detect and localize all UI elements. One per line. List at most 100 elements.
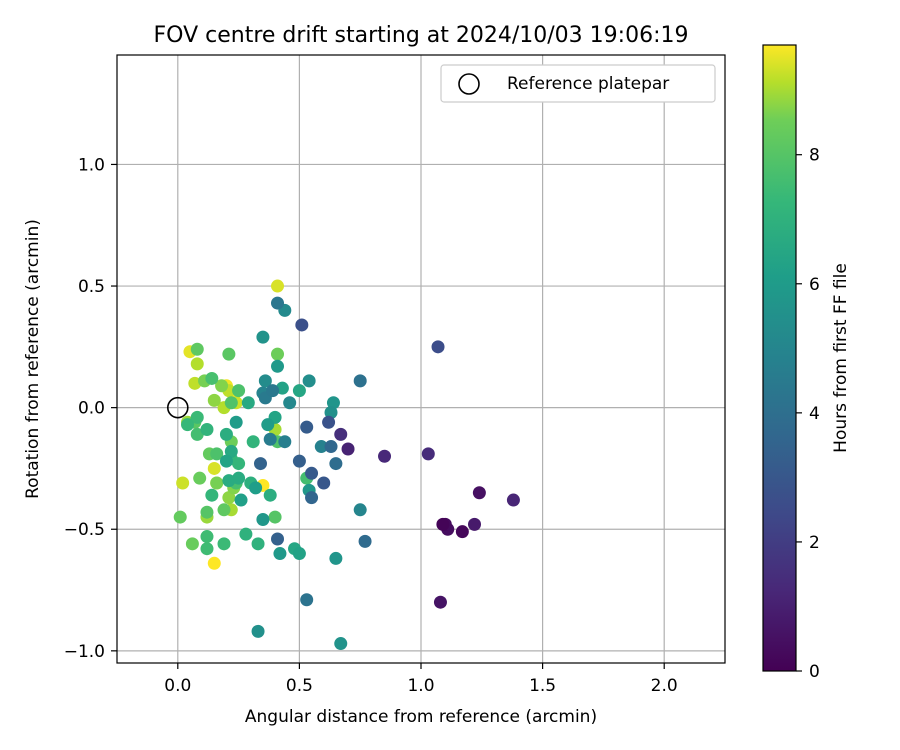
x-axis-label: Angular distance from reference (arcmin) [245,707,597,727]
scatter-point [207,556,221,570]
scatter-point [232,471,246,485]
scatter-point [185,537,199,551]
scatter-point [433,595,447,609]
legend-box [440,64,716,103]
scatter-point [181,418,195,432]
scatter-point [256,330,270,344]
scatter-point [263,432,277,446]
scatter-point [258,374,272,388]
scatter-point [378,449,392,463]
chart-title: FOV centre drift starting at 2024/10/03 … [154,23,689,48]
scatter-point [317,476,331,490]
scatter-point [300,593,314,607]
scatter-point [472,486,486,500]
scatter-point [205,488,219,502]
scatter-point [275,381,289,395]
scatter-point [314,440,328,454]
scatter-point [232,457,246,471]
scatter-point [217,503,231,517]
scatter-point [468,517,482,531]
scatter-point [241,396,255,410]
scatter-point [322,415,336,429]
scatter-point [190,342,204,356]
scatter-point [229,415,243,429]
scatter-point [224,396,238,410]
legend-marker [458,73,480,95]
scatter-point [200,542,214,556]
scatter-point [251,537,265,551]
scatter-point [251,624,265,638]
scatter-point [341,442,355,456]
scatter-point [190,410,204,424]
scatter-point [253,457,267,471]
y-tick-label: 1.0 [78,155,105,175]
reference-marker [167,396,189,419]
scatter-point [222,474,236,488]
scatter-point [232,384,246,398]
x-tick-label: 0.0 [164,676,191,696]
scatter-point [305,491,319,505]
scatter-point [302,374,316,388]
y-tick-label: 0.5 [78,277,105,297]
scatter-point [217,537,231,551]
scatter-point [176,476,190,490]
y-tick-label: 0.0 [78,399,105,419]
x-tick-label: 1.5 [529,676,556,696]
scatter-point [326,396,340,410]
scatter-point [207,461,221,475]
scatter-point [200,530,214,544]
x-tick-label: 1.0 [407,676,434,696]
scatter-point [431,340,445,354]
scatter-point [256,513,270,527]
scatter-point [329,551,343,565]
scatter-point [190,357,204,371]
scatter-point [353,503,367,517]
scatter-point [324,440,338,454]
scatter-point [188,376,202,390]
y-tick-label: −1.0 [64,642,105,662]
grid [117,55,725,663]
scatter-point [329,457,343,471]
scatter-point [222,347,236,361]
colorbar-tick-label: 8 [809,146,820,166]
y-axis-label: Rotation from reference (arcmin) [23,219,43,499]
scatter-point [239,527,253,541]
colorbar-tick-label: 4 [809,404,820,424]
scatter-point [334,427,348,441]
scatter-point [268,510,282,524]
scatter-point [234,493,248,507]
scatter-point [292,454,306,468]
y-tick-label: −0.5 [64,520,105,540]
scatter-point [271,296,285,310]
scatter-point [455,525,469,539]
scatter-point [300,420,314,434]
colorbar-tick-label: 6 [809,275,820,295]
scatter-point [292,384,306,398]
scatter-point [210,447,224,461]
scatter-point [271,279,285,293]
colorbar-ticks: 0 2 4 6 8 [796,146,820,682]
scatter-point [215,379,229,393]
scatter-point [358,534,372,548]
colorbar-tick-label: 0 [809,662,820,682]
scatter-point [200,505,214,519]
scatter-point [200,423,214,437]
scatter-point [421,447,435,461]
scatter-point [193,471,207,485]
scatter-point [353,374,367,388]
scatter-point [283,396,297,410]
x-axis: 0.0 0.5 1.0 1.5 2.0 [164,663,678,696]
scatter-point [224,444,238,458]
scatter-point [271,347,285,361]
scatter-point [506,493,520,507]
scatter-point [324,406,338,420]
scatter-point [334,637,348,651]
scatter-point [219,454,233,468]
scatter-point [190,427,204,441]
scatter-point [305,466,319,480]
scatter-point [246,435,260,449]
scatter-point [210,476,224,490]
colorbar: 0 2 4 6 8 Hours from first FF file [762,44,851,682]
legend-label: Reference platepar [507,74,669,94]
